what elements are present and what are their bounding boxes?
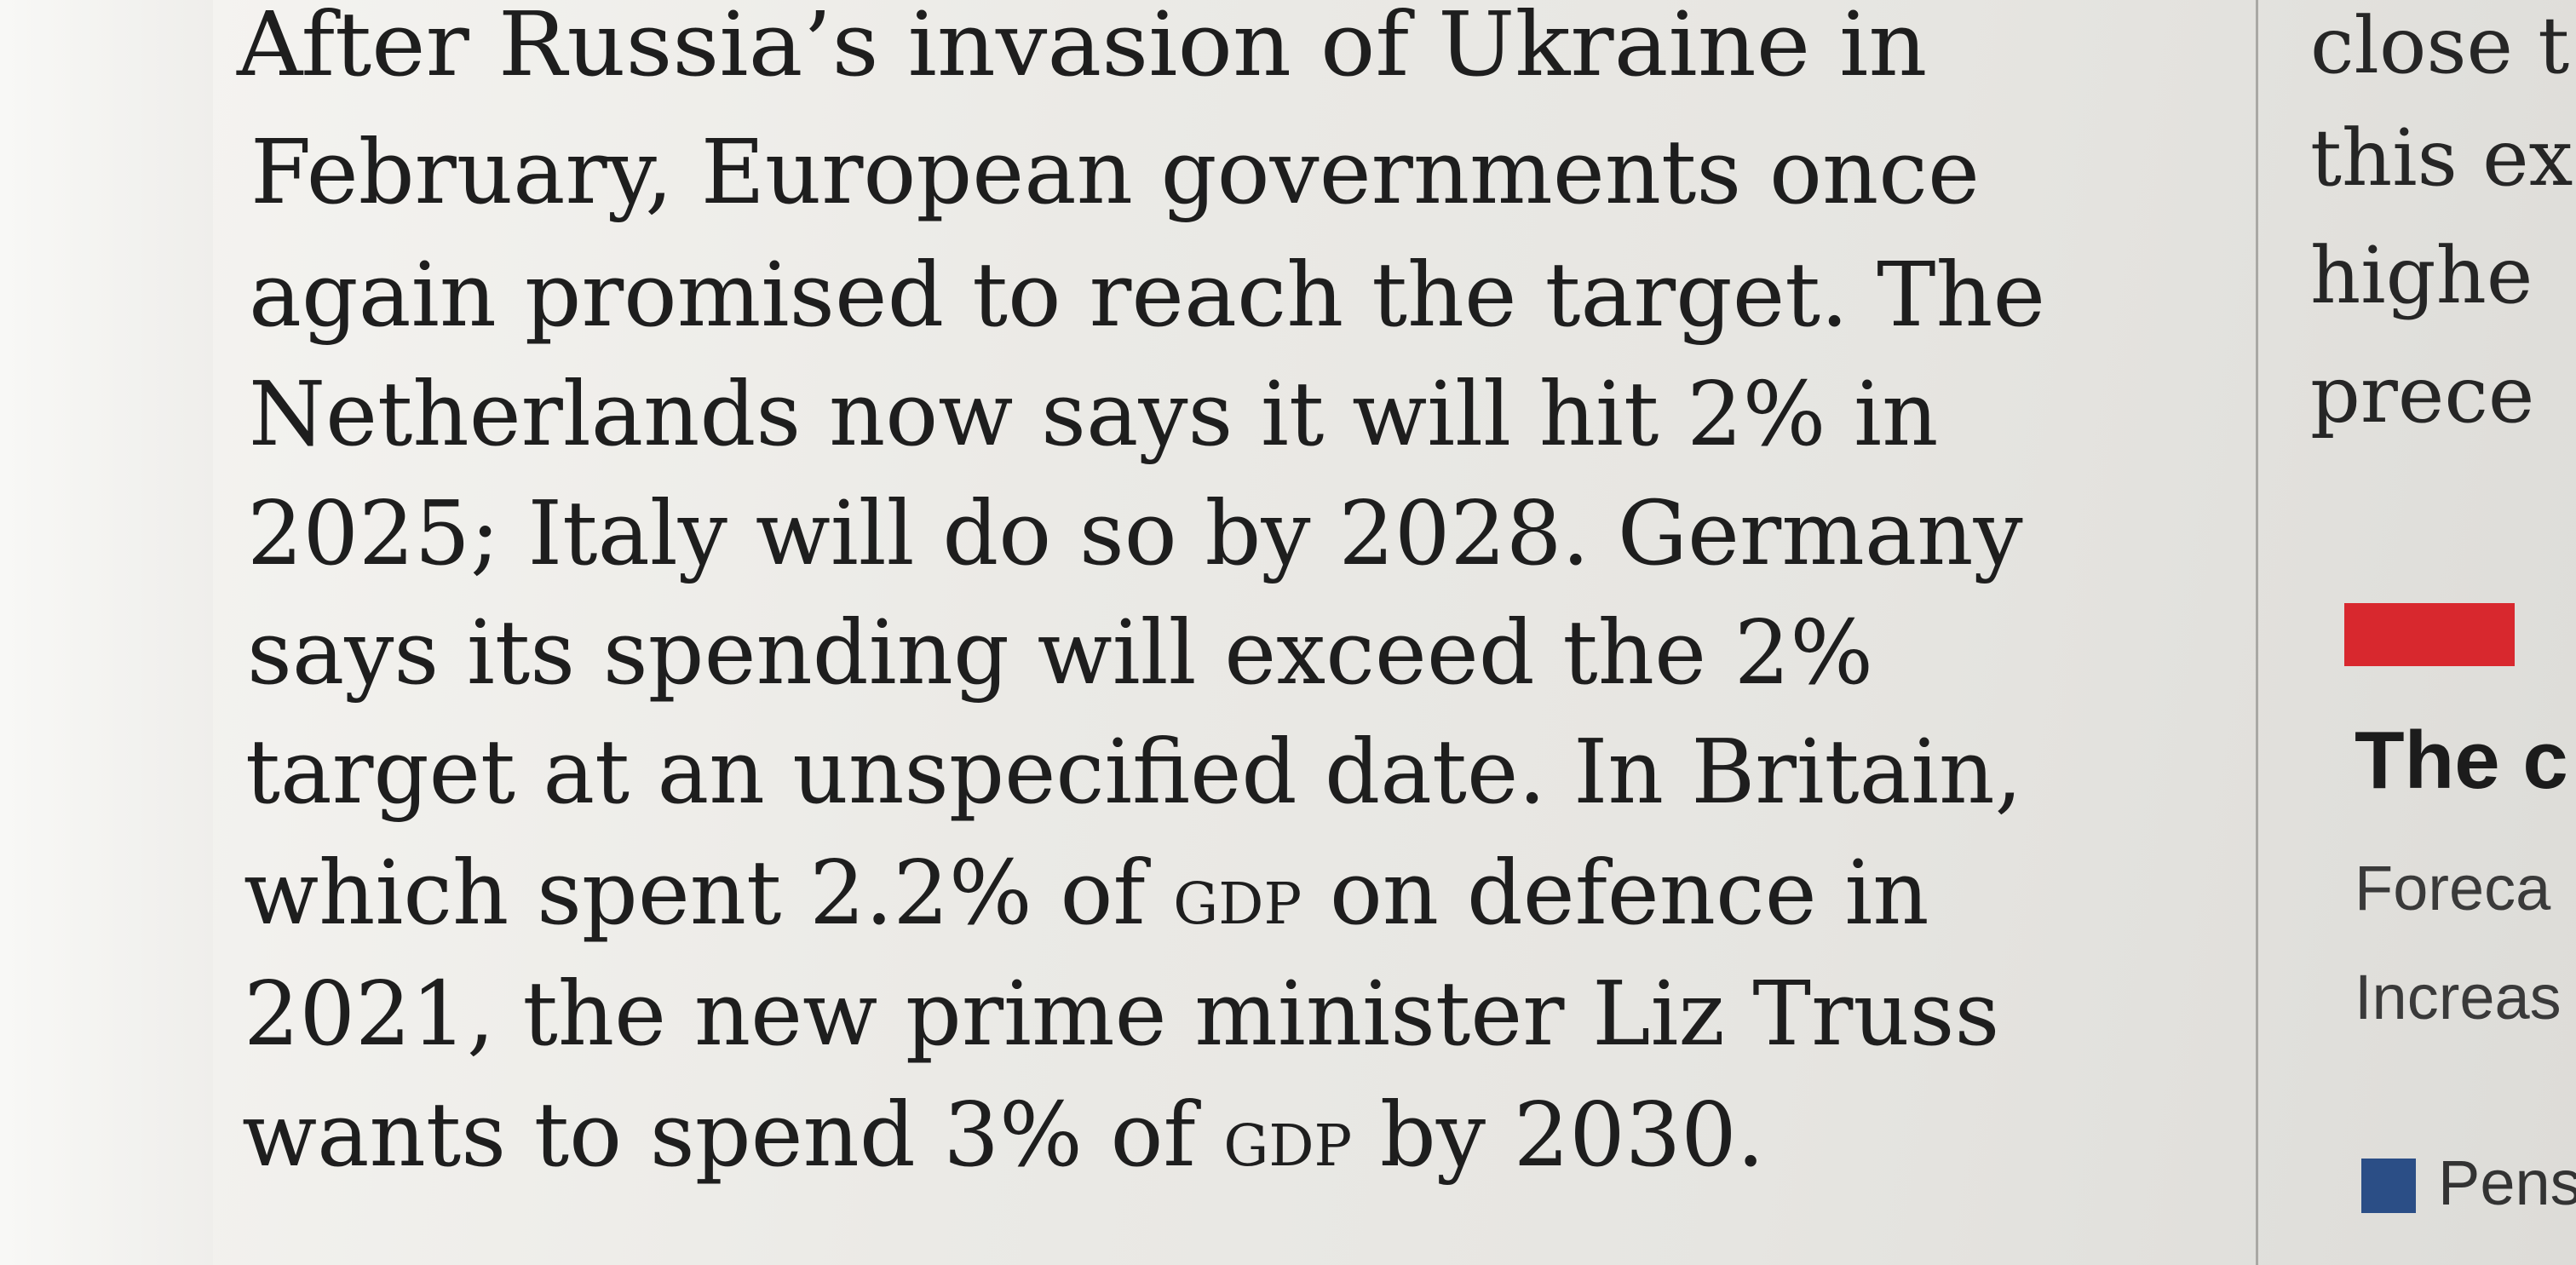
gdp-abbrev: gdp [1223,1090,1353,1185]
gdp-abbrev: gdp [1173,848,1302,943]
side-line-2: this ex [2310,112,2573,204]
article-line-8-b: on defence in [1302,841,1929,945]
side-column: close t this ex highe prece The c Foreca… [2310,0,2576,1265]
chart-subtitle-2: Increas [2355,962,2562,1032]
article-line-8: which spent 2.2% of gdp on defence in [244,848,1929,937]
article-line-1: After Russia’s invasion of Ukraine in [237,0,1928,96]
column-divider [2256,0,2258,1265]
article-line-10-b: by 2030. [1352,1083,1765,1187]
article-line-10-a: wants to spend 3% of [242,1083,1224,1187]
chart-accent-bar [2344,603,2515,666]
article-line-4: Netherlands now says it will hit 2% in [249,362,1939,466]
article-line-8-a: which spent 2.2% of [244,841,1174,945]
side-line-4: prece [2310,349,2535,440]
article-line-6: says its spending will exceed the 2% [247,601,1874,704]
article-line-5: 2025; Italy will do so by 2028. Germany [247,481,2023,585]
article-line-3: again promised to reach the target. The [249,243,2046,347]
chart-subtitle: Foreca [2355,853,2551,923]
side-line-3: highe [2310,230,2533,321]
page-left-margin [0,0,213,1265]
article-line-10: wants to spend 3% of gdp by 2030. [242,1090,1764,1179]
legend-label: Pens [2438,1147,2576,1218]
article-line-9: 2021, the new prime minister Liz Truss [244,962,2000,1066]
article-line-7: target at an unspecified date. In Britai… [245,720,2022,824]
article-line-2: February, European governments once [250,120,1980,224]
legend-swatch [2361,1159,2416,1213]
article-column: After Russia’s invasion of Ukraine in Fe… [237,0,2215,1265]
side-line-1: close t [2310,0,2570,91]
chart-title: The c [2355,715,2568,806]
